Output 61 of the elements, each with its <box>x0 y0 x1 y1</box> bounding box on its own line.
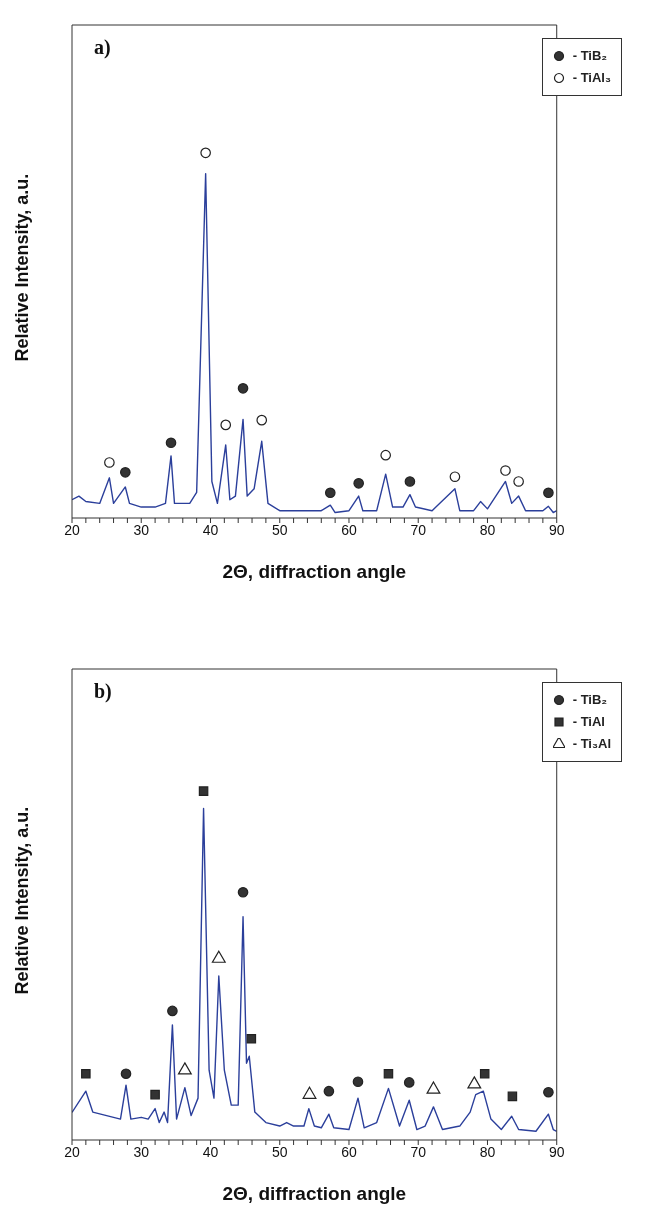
legend-label: - Ti₃Al <box>572 735 611 753</box>
x-tick-label: 70 <box>410 521 427 538</box>
point <box>104 457 115 468</box>
point <box>167 1005 178 1017</box>
x-axis-title: 2Θ, diffraction angle <box>222 561 407 582</box>
y-axis-title: Relative Intensity, a.u. <box>12 806 33 995</box>
point <box>237 886 249 898</box>
point <box>302 1086 317 1099</box>
point <box>220 419 232 431</box>
legend-label: - TiB₂ <box>572 691 608 709</box>
point <box>467 1076 482 1089</box>
point <box>150 1089 160 1100</box>
point <box>543 487 554 499</box>
point <box>120 1068 132 1080</box>
point <box>353 478 364 489</box>
y-axis-title: Relative Intensity, a.u. <box>12 173 33 362</box>
point <box>403 1077 415 1088</box>
chart-title: b) <box>94 680 112 703</box>
point <box>200 147 211 159</box>
point <box>211 950 226 963</box>
x-tick-label: 90 <box>548 521 565 538</box>
x-tick-label: 40 <box>202 521 219 538</box>
point <box>120 467 131 478</box>
x-tick-label: 40 <box>202 1143 219 1160</box>
point <box>165 437 177 449</box>
point <box>323 1085 335 1097</box>
point <box>81 1068 91 1079</box>
point <box>426 1081 441 1094</box>
point <box>246 1034 257 1044</box>
point <box>256 414 268 426</box>
x-axis-title: 2Θ, diffraction angle <box>222 1183 407 1204</box>
x-tick-label: 70 <box>410 1143 427 1160</box>
x-tick-label: 50 <box>271 521 288 538</box>
x-tick-label: 90 <box>548 1143 565 1160</box>
point <box>543 1086 554 1098</box>
point <box>380 449 391 461</box>
point <box>507 1091 518 1102</box>
point <box>237 383 249 394</box>
x-tick-label: 60 <box>341 521 357 538</box>
x-tick-label: 50 <box>271 1143 288 1160</box>
point <box>383 1068 394 1079</box>
point <box>500 465 511 476</box>
point <box>177 1062 192 1075</box>
x-tick-label: 30 <box>133 1143 150 1160</box>
point <box>479 1068 490 1079</box>
point <box>449 471 461 483</box>
x-tick-label: 80 <box>479 1143 496 1160</box>
x-tick-label: 30 <box>133 521 150 538</box>
legend-label: - TiAl <box>572 713 605 731</box>
legend-label: - TiB₂ <box>572 47 608 65</box>
legend-label: - TiAl₃ <box>572 69 611 87</box>
point <box>513 476 524 487</box>
x-tick-label: 20 <box>64 521 80 538</box>
x-tick-label: 80 <box>479 521 496 538</box>
chart-title: a) <box>94 36 111 59</box>
point <box>324 487 336 499</box>
point <box>352 1076 364 1088</box>
point <box>404 476 416 487</box>
x-tick-label: 60 <box>341 1143 357 1160</box>
point <box>198 786 209 796</box>
x-tick-label: 20 <box>64 1143 80 1160</box>
